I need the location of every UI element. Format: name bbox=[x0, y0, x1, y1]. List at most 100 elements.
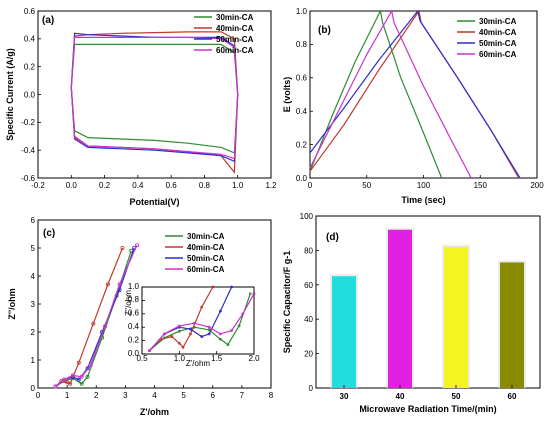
c-ytick-label: 6 bbox=[31, 216, 36, 225]
c-x-axis-label: Z'/ohm bbox=[140, 407, 169, 417]
c-inset-point bbox=[237, 324, 241, 328]
a-xtick-label: 0.0 bbox=[66, 181, 78, 190]
c-inset-series-line-40min-CA bbox=[149, 286, 214, 352]
c-ytick-label: 3 bbox=[31, 300, 36, 309]
a-ytick-label: -0.2 bbox=[21, 118, 35, 127]
c-inset-point bbox=[218, 309, 222, 313]
panel-a: -0.2 0.0 0.2 0.4 0.6 0.8 1.0 1.2 -0.6 -0.4 -0.2 0.0… bbox=[5, 7, 277, 207]
a-ytick-label: -0.6 bbox=[21, 174, 35, 183]
panel-b: 0 50 100 150 200 0.0 0.2 0.4 0.6 0.8 1.0 (b) 30min-C… bbox=[282, 7, 544, 205]
b-legend-label: 50min-CA bbox=[479, 39, 517, 48]
d-panel-label: (d) bbox=[326, 232, 339, 243]
c-point bbox=[85, 374, 90, 379]
a-series-line-60min-CA bbox=[70, 36, 239, 160]
a-xtick-label: 1.0 bbox=[232, 181, 244, 190]
c-xtick-label: 3 bbox=[123, 391, 128, 400]
c-point bbox=[135, 243, 140, 248]
c-point bbox=[102, 324, 107, 329]
c-inset-point bbox=[189, 332, 192, 336]
c-point bbox=[105, 282, 110, 287]
a-xtick-label: 0.8 bbox=[199, 181, 211, 190]
d-ytick-label: 60 bbox=[304, 281, 313, 290]
c-inset-point bbox=[207, 325, 211, 329]
c-inset-ytick-label: 0.8 bbox=[128, 295, 140, 304]
c-inset: 0.5 1.0 1.5 2.00.00.20.40.60.81.0Z'/ohmZ''/… bbox=[124, 282, 260, 368]
b-ytick-label: 1.0 bbox=[296, 7, 308, 16]
c-inset-point bbox=[252, 292, 256, 296]
b-ytick-label: 0.8 bbox=[296, 40, 308, 49]
a-xtick-label: 0.6 bbox=[166, 181, 178, 190]
c-inset-ytick-label: 0.2 bbox=[128, 335, 140, 344]
d-bar-40 bbox=[388, 229, 412, 388]
c-point bbox=[79, 374, 84, 379]
a-ytick-label: 0.2 bbox=[24, 62, 36, 71]
a-y-axis-label: Specific Current (A/g) bbox=[5, 48, 15, 141]
c-y-axis-label: Z''/ohm bbox=[7, 288, 17, 319]
c-legend-label: 50min-CA bbox=[187, 254, 225, 263]
c-inset-point bbox=[207, 328, 211, 332]
c-inset-xtick-label: 1.5 bbox=[211, 354, 223, 363]
a-panel-label: (a) bbox=[42, 15, 54, 26]
c-inset-ytick-label: 0.0 bbox=[128, 349, 140, 358]
b-ytick-label: 0.6 bbox=[296, 74, 308, 83]
c-legend-label: 60min-CA bbox=[187, 265, 225, 274]
a-ytick-label: 0.4 bbox=[24, 35, 36, 44]
b-xtick-label: 200 bbox=[530, 181, 544, 190]
b-x-axis-label: Time (sec) bbox=[401, 195, 445, 205]
d-ytick-label: 0 bbox=[309, 384, 314, 393]
c-series-line-30min-CA bbox=[55, 250, 132, 388]
c-inset-point bbox=[248, 292, 252, 296]
c-inset-point bbox=[218, 337, 222, 341]
c-point bbox=[117, 282, 122, 287]
d-ytick-label: 80 bbox=[304, 246, 313, 255]
a-legend-label: 40min-CA bbox=[216, 24, 254, 33]
c-ytick-label: 0 bbox=[31, 384, 36, 393]
c-point bbox=[68, 381, 73, 386]
c-ytick-label: 4 bbox=[31, 272, 36, 281]
c-inset-point bbox=[170, 335, 174, 338]
c-point bbox=[76, 360, 81, 365]
d-xtick-label: 50 bbox=[452, 392, 461, 401]
c-ytick-label: 2 bbox=[31, 328, 36, 337]
c-xtick-label: 1 bbox=[65, 391, 70, 400]
c-inset-point bbox=[207, 332, 211, 336]
c-ytick-label: 5 bbox=[31, 244, 36, 253]
c-inset-point bbox=[148, 349, 151, 353]
c-inset-ytick-label: 0.6 bbox=[128, 309, 140, 318]
c-inset-point bbox=[230, 285, 234, 289]
c-inset-plot-frame bbox=[141, 286, 255, 355]
c-inset-point bbox=[177, 341, 181, 345]
c-ytick-label: 1 bbox=[31, 356, 36, 365]
c-inset-point bbox=[192, 321, 196, 325]
c-inset-point bbox=[230, 329, 234, 332]
panel-c: 0 1 2 3 4 5 6 7 8 0 1 2 3 4 5 6 (c) 30min-CA 40min-CA 50min… bbox=[7, 216, 274, 417]
c-inset-xtick-label: 0.5 bbox=[136, 354, 148, 363]
c-point bbox=[62, 377, 67, 382]
c-point bbox=[76, 377, 81, 382]
a-ytick-label: -0.4 bbox=[21, 146, 35, 155]
c-point bbox=[53, 384, 58, 389]
c-inset-xtick-label: 1.0 bbox=[174, 354, 186, 363]
a-legend-label: 50min-CA bbox=[216, 35, 254, 44]
d-x-axis-label: Microwave Radiation Time/(min) bbox=[359, 404, 496, 414]
a-series-line-30min-CA bbox=[70, 43, 239, 154]
d-plot-frame bbox=[315, 215, 541, 389]
panel-d: 0 20 40 60 80 100 30 40 50 60 (d) Microwave Radiati… bbox=[282, 212, 541, 414]
c-point bbox=[120, 245, 125, 250]
c-inset-point bbox=[200, 335, 204, 338]
c-panel-label: (c) bbox=[43, 228, 55, 239]
d-bar-50 bbox=[444, 246, 468, 388]
c-xtick-label: 2 bbox=[94, 391, 99, 400]
c-inset-point bbox=[200, 305, 204, 309]
c-point bbox=[70, 373, 75, 378]
c-inset-y-label: Z''/ohm bbox=[124, 290, 133, 316]
c-xtick-label: 4 bbox=[152, 391, 157, 400]
c-inset-point bbox=[162, 332, 166, 336]
b-series-line-30min-CA bbox=[309, 9, 443, 179]
b-xtick-label: 0 bbox=[308, 181, 313, 190]
c-inset-point bbox=[181, 345, 185, 349]
c-point bbox=[91, 321, 96, 326]
c-inset-ytick-label: 1.0 bbox=[128, 282, 140, 291]
b-xtick-label: 50 bbox=[362, 181, 371, 190]
